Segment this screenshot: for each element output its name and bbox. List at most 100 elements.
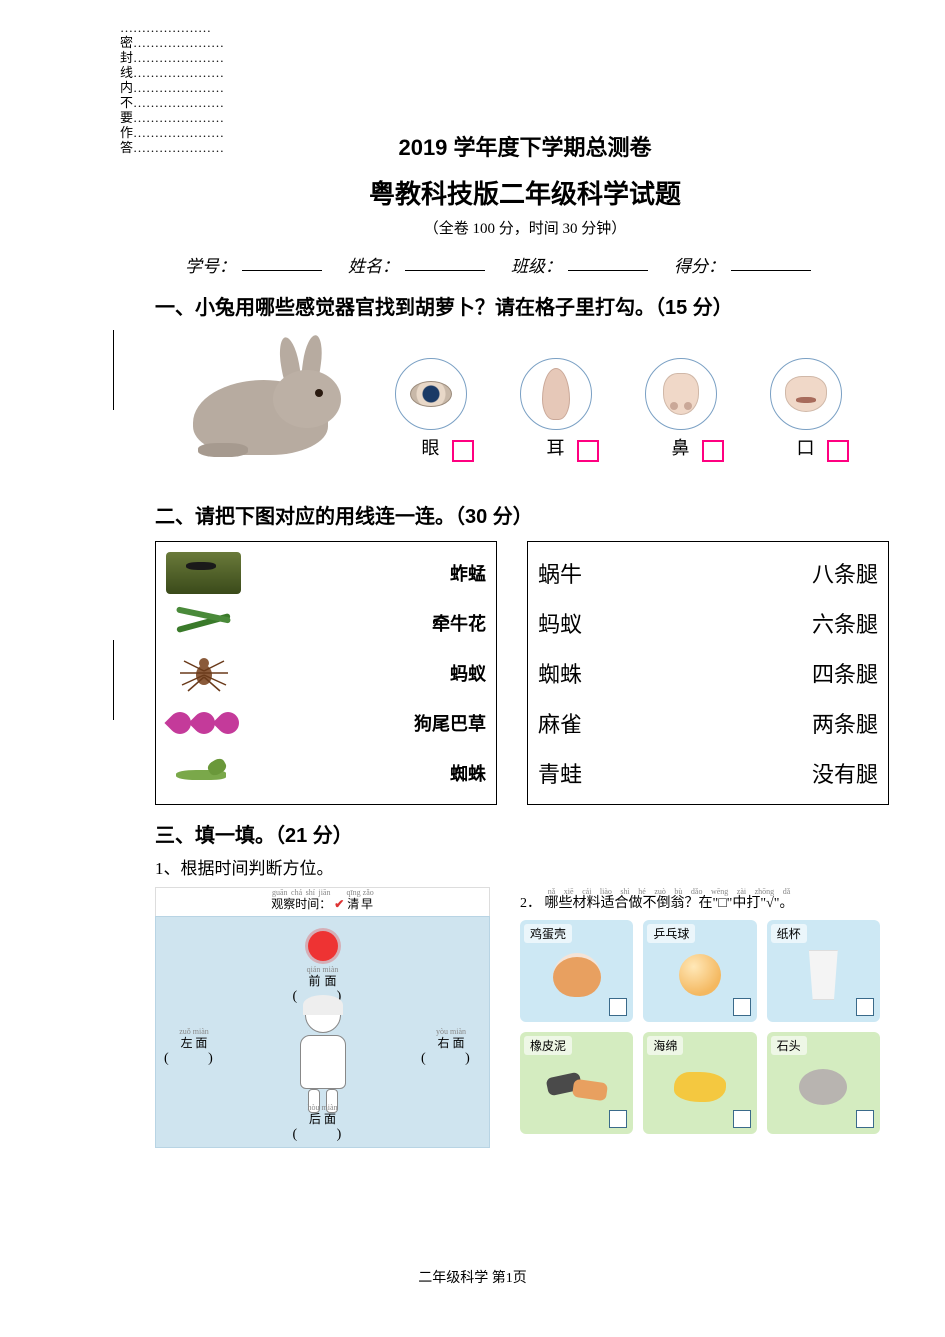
checkbox-mouth[interactable] [827, 440, 849, 462]
eggshell-icon [542, 949, 612, 1001]
q2-left-row-0[interactable]: 蚱蜢 [166, 548, 486, 598]
checkbox-eye[interactable] [452, 440, 474, 462]
q2-left-box: 蚱蜢 牵牛花 蚂蚁 狗尾巴草 [155, 541, 497, 805]
thumb-4-icon [166, 702, 241, 744]
mat-check-5[interactable] [856, 1110, 874, 1128]
q2-right-row-4[interactable]: 青蛙没有腿 [538, 748, 878, 798]
q2-r-l-1: 蚂蚁 [538, 607, 582, 639]
q2-right-row-3[interactable]: 麻雀两条腿 [538, 698, 878, 748]
rabbit-illustration [163, 335, 353, 460]
child-icon [293, 997, 353, 1107]
mat-card-4: 海绵 [643, 1032, 756, 1134]
sense-item-eye: 眼 [383, 358, 478, 460]
mat-check-4[interactable] [733, 1110, 751, 1128]
q2-r-r-2: 四条腿 [812, 657, 878, 689]
label-score: 得分： [674, 252, 725, 277]
checkbox-ear[interactable] [577, 440, 599, 462]
mat-check-0[interactable] [609, 998, 627, 1016]
binding-tick-1 [113, 330, 114, 410]
q3-sub2-text: 哪些材料适合做不倒翁？在"□"中打"√"。 [545, 896, 794, 911]
sponge-icon [665, 1061, 735, 1113]
q3-sub2-ruby: nǎ xiē cái liào shì hé zuò bù dǎo wēng z… [545, 887, 794, 896]
mat-label-1: 乒乓球 [647, 924, 695, 943]
q2-left-label-2: 蚂蚁 [450, 660, 486, 686]
mat-label-2: 纸杯 [771, 924, 807, 943]
stone-icon [788, 1061, 858, 1113]
q2-r-r-1: 六条腿 [812, 607, 878, 639]
q3-sub2-prefix: 2． [520, 896, 541, 911]
blank-student-id[interactable] [242, 252, 322, 271]
thumb-1-icon [166, 552, 241, 594]
q2-left-row-2[interactable]: 蚂蚁 [166, 648, 486, 698]
thumb-2-icon [166, 602, 241, 644]
q3-row: 观察时间：guān chá shí jiān ✔ 清早qīng zǎo 前面qi… [155, 887, 895, 1148]
doc-subtitle: 粤教科技版二年级科学试题 [155, 174, 895, 211]
dir-right: 右面yòu miàn ( ) [421, 1027, 481, 1067]
pingpong-icon [665, 949, 735, 1001]
q2-r-r-0: 八条腿 [812, 557, 878, 589]
observation-header: 观察时间：guān chá shí jiān ✔ 清早qīng zǎo [155, 887, 490, 916]
q2-r-l-2: 蜘蛛 [538, 657, 582, 689]
q2-left-row-4[interactable]: 蜘蛛 [166, 748, 486, 798]
sense-item-mouth: 口 [758, 358, 853, 460]
compass-card: 前面qián miàn ( ) 左面zuǒ miàn ( ) 右面yòu mià… [155, 916, 490, 1148]
q2-left-row-1[interactable]: 牵牛花 [166, 598, 486, 648]
q2-r-l-0: 蜗牛 [538, 557, 582, 589]
q2-row: 蚱蜢 牵牛花 蚂蚁 狗尾巴草 [155, 541, 895, 805]
q1-row: 眼 耳 鼻 口 [155, 335, 895, 460]
obs-check-icon: ✔ [334, 897, 344, 911]
sense-item-nose: 鼻 [633, 358, 728, 460]
mat-check-3[interactable] [609, 1110, 627, 1128]
q2-left-label-4: 蜘蛛 [450, 760, 486, 786]
q1-heading: 一、小兔用哪些感觉器官找到胡萝卜？请在格子里打勾。（15 分） [155, 291, 895, 320]
paren-back[interactable]: ( ) [293, 1127, 360, 1142]
mat-check-2[interactable] [856, 998, 874, 1016]
material-grid: 鸡蛋壳 乒乓球 纸杯 橡皮泥 [520, 920, 880, 1134]
label-name: 姓名： [348, 252, 399, 277]
sun-icon [308, 931, 338, 961]
page-footer: 二年级科学 第1页 [0, 1267, 945, 1287]
q2-left-row-3[interactable]: 狗尾巴草 [166, 698, 486, 748]
eye-icon [395, 358, 467, 430]
dir-left: 左面zuǒ miàn ( ) [164, 1027, 224, 1067]
mat-label-3: 橡皮泥 [524, 1036, 572, 1055]
blank-name[interactable] [405, 252, 485, 271]
label-class: 班级： [511, 252, 562, 277]
mouth-icon [770, 358, 842, 430]
q3-heading: 三、填一填。（21 分） [155, 819, 895, 848]
obs-label: 观察时间： [271, 897, 331, 911]
q2-r-l-4: 青蛙 [538, 757, 582, 789]
mat-card-1: 乒乓球 [643, 920, 756, 1022]
blank-score[interactable] [731, 252, 811, 271]
doc-title: 2019 学年度下学期总测卷 [155, 130, 895, 162]
thumb-5-icon [166, 752, 241, 794]
sense-item-ear: 耳 [508, 358, 603, 460]
q2-right-row-0[interactable]: 蜗牛 八条腿 [538, 548, 878, 598]
q3-left: 观察时间：guān chá shí jiān ✔ 清早qīng zǎo 前面qi… [155, 887, 490, 1148]
thumb-3-icon [166, 652, 241, 694]
mat-label-4: 海绵 [647, 1036, 683, 1055]
q2-left-label-1: 牵牛花 [432, 610, 486, 636]
q2-left-label-0: 蚱蜢 [450, 560, 486, 586]
paren-right[interactable]: ( ) [421, 1051, 488, 1066]
label-student-id: 学号： [185, 252, 236, 277]
q3-sub1: 1、根据时间判断方位。 [155, 854, 895, 879]
q2-r-l-3: 麻雀 [538, 707, 582, 739]
q2-right-row-1[interactable]: 蚂蚁 六条腿 [538, 598, 878, 648]
doc-meta: （全卷 100 分，时间 30 分钟） [155, 217, 895, 238]
checkbox-nose[interactable] [702, 440, 724, 462]
q2-heading: 二、请把下图对应的用线连一连。（30 分） [155, 500, 895, 529]
paren-left[interactable]: ( ) [164, 1051, 231, 1066]
q2-right-box: 蜗牛 八条腿 蚂蚁 六条腿 蜘蛛 四条腿 麻雀两条腿 青蛙没有腿 [527, 541, 889, 805]
q2-left-label-3: 狗尾巴草 [414, 710, 486, 736]
mat-card-3: 橡皮泥 [520, 1032, 633, 1134]
ear-icon [520, 358, 592, 430]
q3-sub2: 2． 哪些材料适合做不倒翁？在"□"中打"√"。nǎ xiē cái liào … [520, 887, 880, 912]
dir-back: 后面hòu miàn ( ) [293, 1103, 353, 1143]
nose-icon [645, 358, 717, 430]
q2-right-row-2[interactable]: 蜘蛛 四条腿 [538, 648, 878, 698]
student-info-line: 学号： 姓名： 班级： 得分： [155, 252, 895, 277]
blank-class[interactable] [568, 252, 648, 271]
binding-edge-text: …………………密…………………封…………………线…………………内…………………不… [120, 20, 138, 155]
mat-check-1[interactable] [733, 998, 751, 1016]
